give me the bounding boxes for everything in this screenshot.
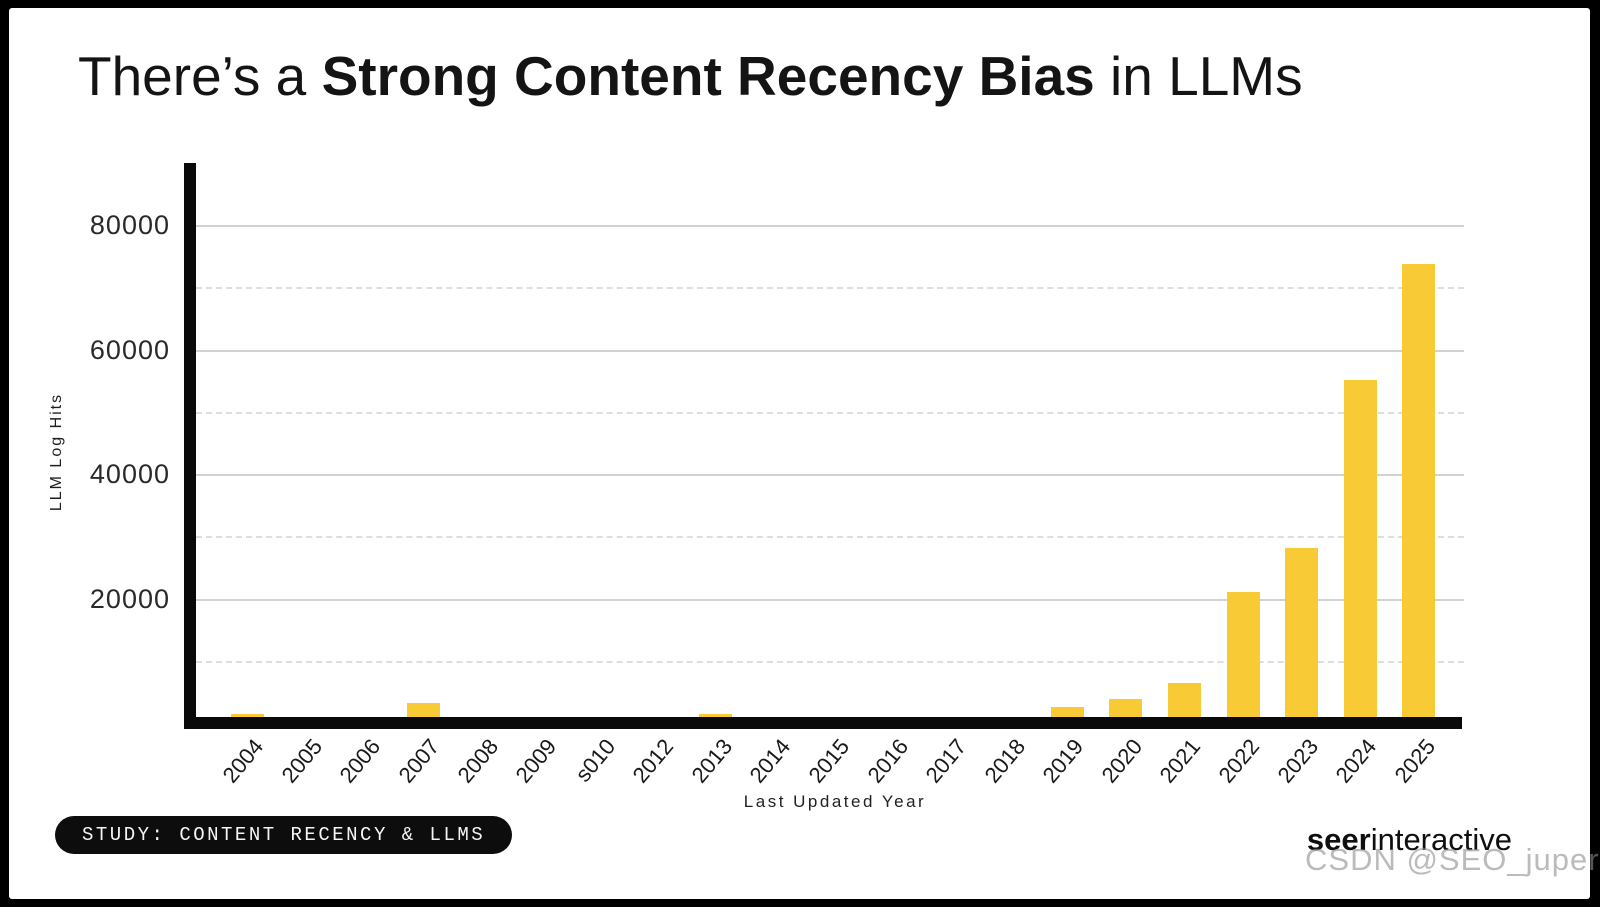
brand-logo-regular: interactive bbox=[1370, 822, 1512, 857]
y-axis-line bbox=[184, 163, 196, 729]
bar bbox=[1226, 592, 1260, 723]
y-tick-label: 80000 bbox=[89, 210, 170, 241]
gridline-dashed bbox=[196, 287, 1464, 290]
gridline-solid bbox=[196, 598, 1464, 601]
bar bbox=[1167, 682, 1201, 723]
x-axis-label: Last Updated Year bbox=[743, 792, 927, 811]
page-title: There’s a Strong Content Recency Bias in… bbox=[78, 44, 1303, 108]
title-pre: There’s a bbox=[78, 45, 322, 107]
gridline-dashed bbox=[196, 660, 1464, 663]
bar bbox=[1402, 263, 1436, 723]
y-axis-label: LLM Log Hits bbox=[48, 392, 65, 512]
y-tick-label: 20000 bbox=[89, 583, 170, 614]
brand-logo-bold: seer bbox=[1306, 822, 1371, 857]
y-tick-label: 40000 bbox=[89, 459, 170, 490]
brand-logo: seerinteractive bbox=[1307, 822, 1512, 858]
gridline-dashed bbox=[196, 411, 1464, 414]
y-tick-label: 60000 bbox=[89, 334, 170, 365]
gridline-solid bbox=[196, 474, 1464, 477]
gridline-solid bbox=[196, 349, 1464, 352]
gridline-dashed bbox=[196, 536, 1464, 539]
title-post: in LLMs bbox=[1094, 45, 1303, 107]
infographic-card bbox=[9, 8, 1590, 899]
bar bbox=[1285, 547, 1319, 723]
study-badge: STUDY: CONTENT RECENCY & LLMS bbox=[55, 816, 513, 854]
title-bold: Strong Content Recency Bias bbox=[321, 45, 1095, 107]
x-axis-line bbox=[184, 717, 1462, 729]
watermark: CSDN @SEO_juper bbox=[1305, 842, 1600, 877]
bar bbox=[1343, 379, 1377, 723]
gridline-solid bbox=[196, 225, 1464, 228]
